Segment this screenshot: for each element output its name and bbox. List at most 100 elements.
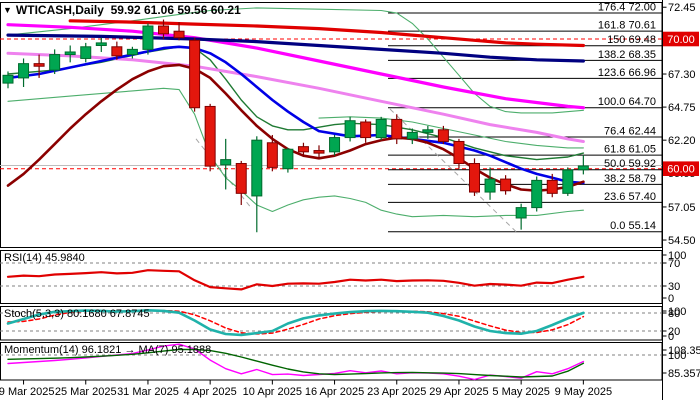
indicator-axis-label: 20 (668, 326, 680, 338)
date-label: 29 Apr 2025 (429, 386, 488, 398)
fib-label: 150 69.48 (607, 34, 656, 46)
fib-label: 23.6 57.40 (604, 191, 656, 203)
candle-body (484, 178, 496, 193)
fib-label: 100.0 64.70 (598, 96, 656, 108)
candles-layer (2, 19, 589, 233)
price-axis-label: 72.45 (668, 2, 696, 14)
price-badge-label: 60.00 (667, 164, 695, 176)
indicator-axis-label: 100 (668, 306, 686, 318)
date-label: 4 Apr 2025 (184, 386, 237, 398)
candle-body (142, 25, 154, 50)
candle-body (531, 179, 543, 209)
candle-body (437, 129, 449, 142)
fib-label: 50.0 59.92 (604, 158, 656, 170)
momentum-indicator-label: Momentum(14) 96.1821 → MA(7) 95.1888 (4, 344, 212, 356)
candle-body (189, 39, 201, 109)
indicator-axis-label: 80 (668, 308, 680, 320)
candle-body (49, 54, 61, 71)
date-label: 9 May 2025 (555, 386, 612, 398)
fib-label: 176.4 72.00 (598, 2, 656, 14)
candle-body (80, 46, 92, 59)
candle-body (577, 165, 589, 171)
symbol-timeframe: WTICASH,Daily (15, 3, 104, 17)
candle-body (297, 146, 309, 153)
candle-body (266, 142, 278, 168)
candle-body (360, 121, 372, 139)
indicator-axis-label: 100 (668, 250, 686, 262)
candle-body (391, 118, 403, 140)
fib-label: 76.4 62.44 (604, 126, 656, 138)
ohlc-open: 59.92 (110, 3, 141, 17)
overlay-violet-ma (6, 51, 585, 143)
candle-body (282, 148, 294, 170)
candle-body (313, 150, 325, 154)
date-label: 23 Apr 2025 (367, 386, 426, 398)
price-axis-label: 62.20 (668, 135, 696, 147)
candle-body (422, 129, 434, 133)
price-axis-label: 54.50 (668, 235, 696, 247)
symbol-dropdown-icon[interactable]: ▼ (3, 5, 12, 15)
candle-body (375, 118, 387, 139)
candle-body (500, 178, 512, 192)
fib-label: 61.8 61.05 (604, 144, 656, 156)
candle-body (344, 120, 356, 139)
overlay-magenta-ma (6, 23, 586, 110)
overlay-green-ma-outer (318, 116, 584, 149)
candle-body (235, 163, 247, 194)
stoch-k-line (6, 308, 585, 337)
price-axis-label: 67.30 (668, 69, 696, 81)
ohlc-high: 61.06 (143, 3, 175, 17)
candle-body (111, 46, 123, 57)
candle-body (2, 74, 14, 84)
candle-body (18, 63, 30, 79)
candle-body (546, 179, 558, 194)
date-label: 19 Mar 2025 (0, 386, 54, 398)
stoch-d-line (7, 309, 585, 335)
candle-body (515, 207, 527, 219)
trendline-dashed[interactable] (389, 108, 519, 234)
candle-body (453, 140, 465, 165)
candle-body (562, 169, 574, 194)
price-badge (663, 161, 699, 176)
overlay-red-ma (68, 19, 586, 48)
indicator-axis-label: 100 (668, 350, 686, 362)
fib-label: 38.2 58.79 (604, 173, 656, 185)
candle-body (406, 131, 418, 140)
indicator-axis-label: 70 (668, 258, 680, 270)
candle-body (33, 63, 45, 67)
indicator-axis-label: 108.3562 (668, 345, 700, 357)
indicator-axis-label: 85.3576 (668, 368, 700, 380)
date-label: 31 Mar 2025 (117, 386, 179, 398)
ohlc-low: 59.56 (177, 3, 208, 17)
candle-body (469, 163, 480, 193)
candle-body (126, 48, 138, 56)
price-axis-label: 64.75 (668, 102, 696, 114)
ohlc-close: 60.21 (210, 3, 241, 17)
indicator-axis-label: 0 (668, 331, 674, 343)
date-label: 16 Apr 2025 (305, 386, 364, 398)
pane-border-1 (0, 250, 663, 304)
candle-body (64, 51, 76, 56)
overlay-blue-ma (6, 45, 585, 185)
date-label: 10 Apr 2025 (243, 386, 302, 398)
candle-body (95, 42, 107, 46)
fib-label: 0.0 55.14 (610, 220, 656, 232)
overlay-band-upper-green (7, 7, 584, 114)
overlay-band-lower-green (7, 87, 584, 218)
rsi-line (6, 269, 585, 291)
fib-label: 161.8 70.61 (598, 20, 656, 32)
price-badge-label: 70.00 (667, 34, 695, 46)
fib-label: 138.2 68.35 (598, 49, 656, 61)
date-label: 5 May 2025 (492, 386, 549, 398)
rsi-indicator-label: RSI(14) 45.9840 (4, 252, 85, 264)
trendline-dashed[interactable] (195, 138, 253, 210)
overlay-maroon-ma (6, 63, 585, 192)
momentum-ma-line (7, 348, 585, 378)
price-badge (663, 31, 699, 47)
candle-body (220, 159, 232, 166)
price-axis-label: 57.05 (668, 202, 696, 214)
price-axis[interactable]: 72.4569.9067.3064.7562.2059.6557.0554.50… (662, 0, 700, 400)
